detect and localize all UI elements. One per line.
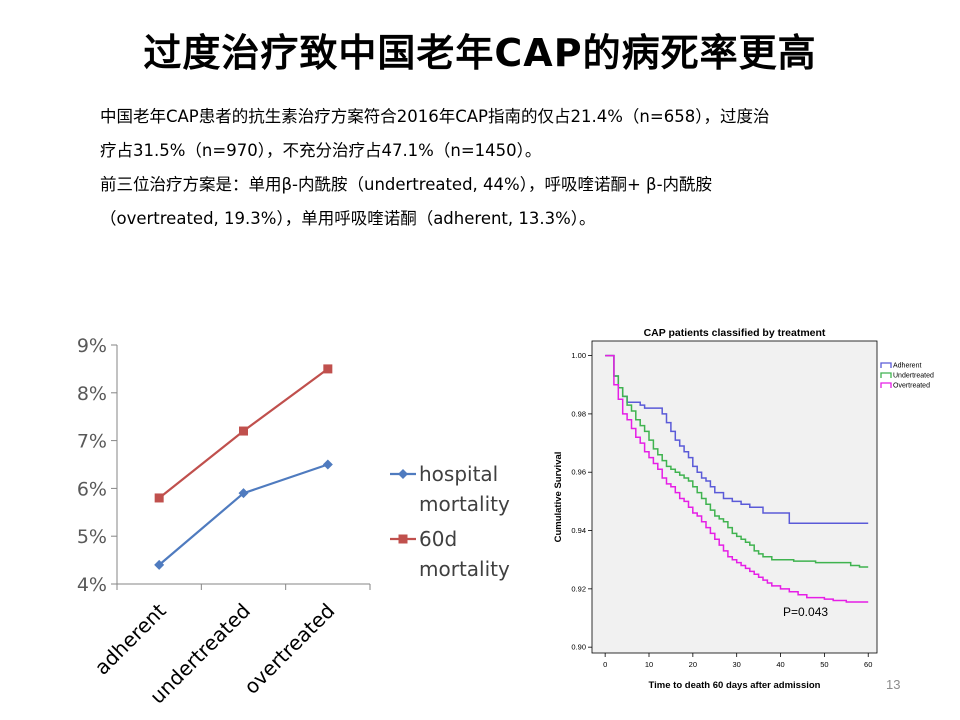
legend-label: Adherent xyxy=(893,363,921,370)
y-tick-label: 0.94 xyxy=(571,526,586,535)
y-tick-label: 4% xyxy=(77,574,107,596)
survival-curve xyxy=(605,354,869,524)
y-tick-label: 0.92 xyxy=(571,584,586,593)
legend-label: 60d xyxy=(419,527,457,551)
legend-label: mortality xyxy=(419,492,510,516)
x-tick-label: adherent xyxy=(90,598,171,679)
page-number: 13 xyxy=(886,677,901,692)
y-axis-label: Cumulative Survival xyxy=(553,452,564,543)
legend-swatch-marker xyxy=(398,469,408,479)
p-value-annotation: P=0.043 xyxy=(783,605,828,619)
legend-label: hospital xyxy=(419,462,498,486)
body-line-4: （overtreated, 19.3%），单用呼吸喹诺酮（adherent, 1… xyxy=(100,209,596,228)
legend-label: mortality xyxy=(419,557,510,581)
data-point-diamond xyxy=(322,459,333,470)
x-tick-label: 40 xyxy=(776,660,784,669)
chart-title: CAP patients classified by treatment xyxy=(644,327,826,339)
legend-label: Overtreated xyxy=(893,383,930,390)
x-tick-label: 10 xyxy=(645,660,653,669)
series-line xyxy=(158,463,329,566)
survival-curve xyxy=(605,354,869,603)
body-line-3: 前三位治疗方案是：单用β-内酰胺（undertreated, 44%），呼吸喹诺… xyxy=(100,175,713,194)
mortality-line-chart: 4%5%6%7%8%9%adherentundertreatedovertrea… xyxy=(77,335,510,709)
y-tick-label: 1.00 xyxy=(571,351,586,360)
x-tick-label: 0 xyxy=(603,660,607,669)
y-tick-label: 7% xyxy=(77,431,107,453)
y-tick-label: 9% xyxy=(77,335,107,357)
x-tick-label: 20 xyxy=(689,660,697,669)
legend-label: Undertreated xyxy=(893,373,934,380)
legend-swatch xyxy=(880,372,892,378)
y-tick-label: 0.98 xyxy=(571,409,586,418)
x-tick-label: 50 xyxy=(820,660,828,669)
slide-body: 中国老年CAP患者的抗生素治疗方案符合2016年CAP指南的仅占21.4%（n=… xyxy=(100,100,880,236)
legend-swatch xyxy=(880,362,892,368)
legend-swatch xyxy=(880,382,892,388)
legend-swatch-marker xyxy=(398,534,408,544)
y-tick-label: 0.96 xyxy=(571,468,586,477)
y-tick-label: 5% xyxy=(77,526,107,548)
x-tick-label: 60 xyxy=(864,660,872,669)
data-point-square xyxy=(154,493,164,503)
data-point-diamond xyxy=(238,488,249,499)
body-line-1: 中国老年CAP患者的抗生素治疗方案符合2016年CAP指南的仅占21.4%（n=… xyxy=(100,107,770,126)
data-point-square xyxy=(239,426,248,436)
survival-curve xyxy=(605,354,869,568)
y-tick-label: 0.90 xyxy=(571,643,586,652)
plot-area xyxy=(591,340,878,654)
x-tick-label: overtreated xyxy=(239,599,339,699)
data-point-diamond xyxy=(154,559,165,570)
slide-title: 过度治疗致中国老年CAP的病死率更高 xyxy=(143,31,817,75)
data-point-square xyxy=(323,364,333,374)
x-tick-label: 30 xyxy=(733,660,741,669)
y-tick-label: 8% xyxy=(77,383,107,405)
y-tick-label: 6% xyxy=(77,478,107,500)
body-line-2: 疗占31.5%（n=970），不充分治疗占47.1%（n=1450）。 xyxy=(100,141,542,160)
x-axis-label: Time to death 60 days after admission xyxy=(649,680,821,691)
km-survival-chart: CAP patients classified by treatment 0.90… xyxy=(553,327,934,691)
